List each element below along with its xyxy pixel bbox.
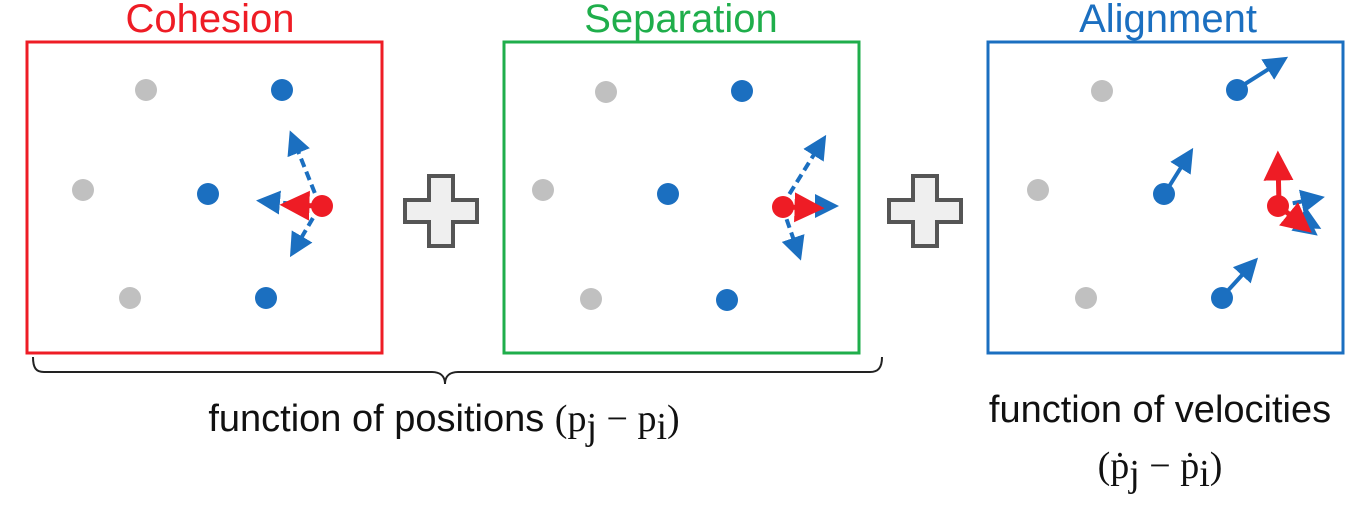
non-neighbor-agent	[135, 79, 157, 101]
minus-sign: −	[1140, 445, 1180, 487]
cohesion-title: Cohesion	[125, 0, 294, 41]
focal-agent	[1267, 195, 1289, 217]
velocity-j-symbol: ṗ	[1110, 445, 1129, 487]
neighbor-agent	[716, 289, 738, 311]
separation-title: Separation	[584, 0, 777, 41]
plus-sign	[887, 174, 963, 248]
cohesion-frame	[25, 40, 384, 355]
non-neighbor-agent	[595, 81, 617, 103]
alignment-title: Alignment	[1079, 0, 1257, 41]
cohesion-panel	[25, 40, 384, 355]
neighbor-agent	[271, 79, 293, 101]
separation-frame	[502, 40, 861, 355]
neighbor-agent	[255, 287, 277, 309]
paren-close: )	[1210, 445, 1223, 487]
non-neighbor-agent	[532, 179, 554, 201]
dashed-neighbor-vector	[287, 130, 322, 207]
velocities-caption-math: (ṗj − ṗi)	[1098, 445, 1223, 495]
subscript-j: j	[1127, 453, 1140, 495]
non-neighbor-agent	[119, 287, 141, 309]
subscript-i: i	[656, 406, 667, 448]
neighbor-agent	[1226, 79, 1248, 101]
positions-caption: function of positions (pj − pi)	[208, 398, 679, 448]
neighbor-agent	[657, 183, 679, 205]
alignment-panel	[986, 40, 1345, 355]
non-neighbor-agent	[1091, 80, 1113, 102]
curly-brace	[32, 356, 883, 385]
separation-panel	[502, 40, 861, 355]
dashed-neighbor-vector	[780, 134, 827, 208]
non-neighbor-agent	[580, 288, 602, 310]
subscript-i: i	[1199, 453, 1210, 495]
position-i-symbol: p	[637, 398, 656, 440]
non-neighbor-agent	[72, 179, 94, 201]
focal-agent	[772, 196, 794, 218]
velocity-i-symbol: ṗ	[1180, 445, 1199, 487]
neighbor-agent	[1211, 287, 1233, 309]
plus-sign	[403, 174, 479, 248]
subscript-j: j	[584, 406, 597, 448]
position-j-symbol: p	[567, 398, 586, 440]
velocities-caption-text: function of velocities	[989, 389, 1331, 431]
neighbor-agent	[1153, 183, 1175, 205]
non-neighbor-agent	[1075, 287, 1097, 309]
paren-open: (	[555, 398, 568, 440]
neighbor-agent	[731, 80, 753, 102]
focal-agent	[311, 195, 333, 217]
positions-caption-text: function of positions	[208, 398, 554, 440]
paren-open: (	[1098, 445, 1111, 487]
non-neighbor-agent	[1027, 179, 1049, 201]
minus-sign: −	[597, 398, 637, 440]
alignment-frame	[986, 40, 1345, 355]
paren-close: )	[667, 398, 680, 440]
neighbor-agent	[197, 183, 219, 205]
